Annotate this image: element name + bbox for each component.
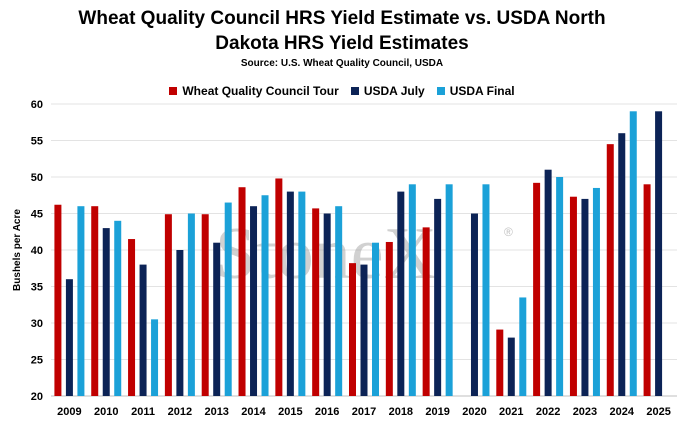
- bar-2023-series-1: [581, 198, 589, 396]
- bar-2010-series-2: [114, 220, 122, 396]
- legend-item-tour: Wheat Quality Council Tour: [169, 84, 339, 98]
- x-tick-label-2018: 2018: [389, 406, 413, 418]
- x-tick-label-2021: 2021: [499, 406, 523, 418]
- x-tick-label-2016: 2016: [315, 406, 339, 418]
- bar-2011-series-2: [151, 319, 159, 396]
- bar-2025-series-0: [643, 184, 651, 396]
- chart-subtitle: Source: U.S. Wheat Quality Council, USDA: [240, 58, 444, 69]
- bar-2015-series-1: [286, 191, 294, 396]
- bar-2022-series-2: [556, 177, 564, 396]
- x-tick-label-2024: 2024: [610, 406, 635, 418]
- y-axis-label: Bushels per Acre: [12, 209, 23, 291]
- bar-2019-series-0: [422, 227, 430, 396]
- legend-swatch-usda-july: [350, 87, 359, 95]
- x-tick-label-2012: 2012: [168, 406, 192, 418]
- bar-2020-series-1: [470, 213, 478, 396]
- bar-2017-series-1: [360, 264, 368, 396]
- bar-2009-series-2: [77, 206, 85, 396]
- x-tick-label-2017: 2017: [352, 406, 376, 418]
- x-tick-label-2011: 2011: [131, 406, 155, 418]
- bar-2010-series-1: [102, 228, 110, 396]
- bar-2022-series-1: [544, 169, 552, 396]
- bar-2015-series-2: [298, 191, 306, 396]
- bar-2013-series-0: [201, 214, 209, 396]
- bar-2016-series-0: [312, 208, 320, 396]
- bar-2025-series-1: [655, 111, 663, 397]
- x-tick-label-2019: 2019: [425, 406, 449, 418]
- bar-2012-series-2: [187, 213, 195, 396]
- bar-2023-series-2: [592, 187, 600, 396]
- bar-2014-series-1: [250, 206, 258, 396]
- bar-2024-series-1: [618, 133, 626, 396]
- legend-swatch-tour: [169, 87, 178, 95]
- x-tick-label-2015: 2015: [278, 406, 302, 418]
- bar-2017-series-0: [349, 263, 356, 396]
- bar-2019-series-2: [445, 184, 453, 396]
- bar-2009-series-1: [65, 279, 73, 396]
- bar-2024-series-0: [606, 144, 614, 396]
- bar-2010-series-0: [91, 206, 99, 396]
- x-tick-label-2023: 2023: [573, 406, 597, 418]
- x-tick-label-2009: 2009: [57, 406, 81, 418]
- x-tick-label-2013: 2013: [204, 406, 228, 418]
- y-tick-label: 30: [31, 318, 43, 330]
- y-tick-label: 55: [31, 136, 43, 148]
- bar-2021-series-1: [507, 337, 515, 396]
- bar-2018-series-1: [397, 191, 405, 396]
- y-tick-label: 50: [31, 172, 43, 184]
- x-tick-label-2014: 2014: [241, 406, 266, 418]
- bar-2015-series-0: [275, 178, 283, 396]
- legend-label-usda-july: USDA July: [363, 84, 425, 98]
- bar-2011-series-1: [139, 264, 147, 396]
- bar-2019-series-1: [434, 198, 442, 396]
- bar-2012-series-1: [176, 250, 184, 396]
- legend-item-usda-final: USDA Final: [436, 84, 515, 98]
- y-tick-label: 45: [31, 209, 43, 221]
- bar-2009-series-0: [54, 204, 62, 396]
- watermark-registered-mark: ®: [504, 225, 513, 239]
- legend-swatch-usda-final: [436, 87, 445, 95]
- bar-2013-series-2: [224, 202, 232, 396]
- legend-label-tour: Wheat Quality Council Tour: [182, 84, 339, 98]
- y-tick-label: 60: [31, 99, 43, 111]
- x-tick-label-2025: 2025: [646, 406, 670, 418]
- bar-2024-series-2: [629, 111, 637, 397]
- chart-title-line-2: Dakota HRS Yield Estimates: [215, 33, 469, 54]
- chart-legend: Wheat Quality Council Tour USDA July USD…: [0, 84, 684, 98]
- bar-2023-series-0: [569, 196, 577, 396]
- x-tick-label-2010: 2010: [94, 406, 118, 418]
- bar-2022-series-0: [533, 182, 541, 396]
- bar-2014-series-0: [238, 187, 246, 396]
- chart-title-line-1: Wheat Quality Council HRS Yield Estimate…: [78, 8, 606, 29]
- bar-2021-series-2: [519, 297, 527, 396]
- y-tick-label: 25: [31, 355, 43, 367]
- bar-2018-series-2: [408, 184, 416, 396]
- bar-2011-series-0: [128, 239, 136, 396]
- y-tick-label: 20: [31, 391, 43, 403]
- x-axis-ticks: 2009 2010 2011 2012 2013 2014 2015 2016 2017 2018…: [57, 406, 671, 418]
- bar-2018-series-0: [385, 241, 393, 396]
- chart-title: Wheat Quality Council HRS Yield Estimate…: [0, 6, 684, 56]
- bars: [54, 111, 663, 397]
- x-tick-label-2020: 2020: [462, 406, 486, 418]
- y-axis-ticks: 20 25 30 35 40 45 50 55 60: [31, 99, 43, 403]
- bar-2016-series-2: [335, 206, 343, 396]
- y-tick-label: 35: [31, 282, 43, 294]
- bar-2021-series-0: [496, 329, 504, 396]
- bar-2013-series-1: [213, 242, 221, 396]
- x-tick-label-2022: 2022: [536, 406, 560, 418]
- legend-label-usda-final: USDA Final: [449, 84, 515, 98]
- bar-2012-series-0: [164, 214, 172, 396]
- bar-2020-series-2: [482, 184, 490, 396]
- bar-2016-series-1: [323, 213, 331, 396]
- bar-2017-series-2: [372, 242, 379, 396]
- bar-2014-series-2: [261, 195, 269, 396]
- y-tick-label: 40: [31, 245, 43, 257]
- legend-item-usda-july: USDA July: [350, 84, 425, 98]
